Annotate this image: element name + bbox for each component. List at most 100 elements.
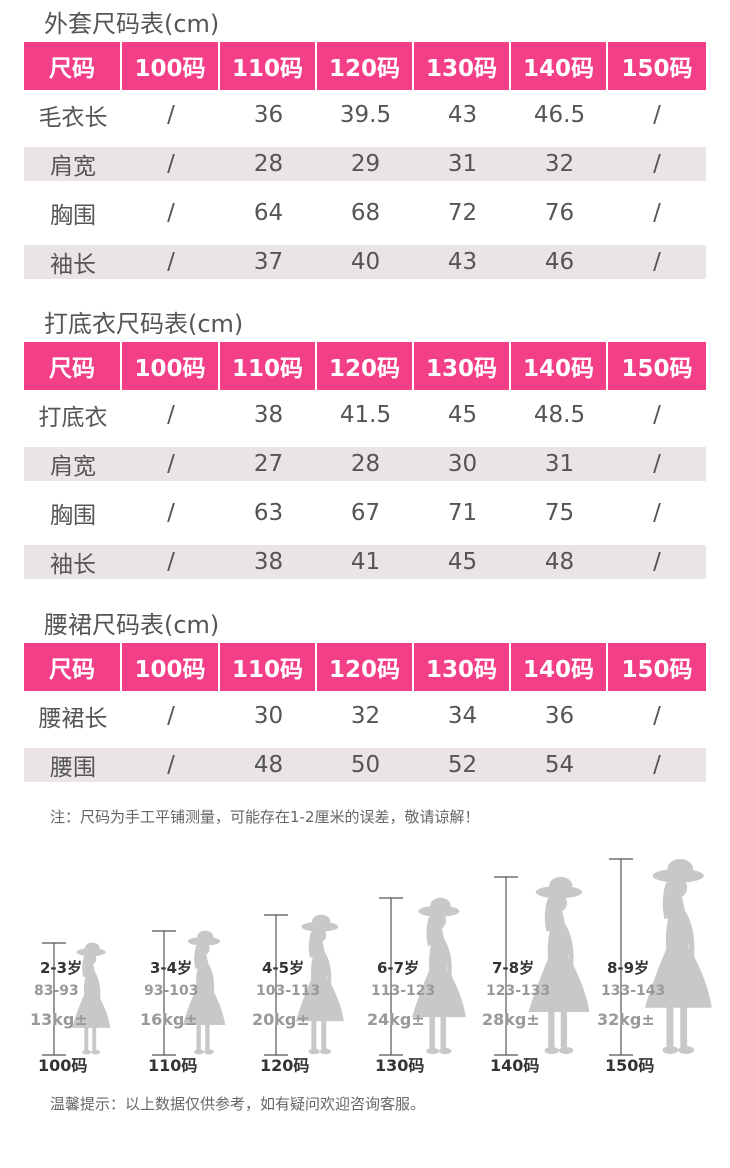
table-cell: 毛衣长: [38, 104, 108, 131]
header-cell: 130码: [414, 42, 511, 90]
header-cell: 尺码: [24, 342, 122, 390]
table-row: 肩宽 / 28 29 31 32 /: [24, 139, 706, 188]
table-cell: 45: [414, 544, 511, 579]
table-cell: 肩宽: [24, 446, 122, 481]
age-label: 4-5岁: [262, 959, 305, 977]
size-label: 150码: [605, 1056, 655, 1075]
height-range-label: 103-113: [256, 983, 321, 999]
girl-silhouette-icon: [528, 876, 590, 1055]
table-cell: 肩宽: [24, 146, 122, 181]
table-cell: 腰围: [24, 747, 122, 782]
size-label: 110码: [148, 1056, 198, 1075]
table-cell: 31: [414, 146, 511, 181]
table-cell: 46.5: [533, 101, 586, 128]
table-cell: /: [608, 244, 706, 279]
table-cell: /: [167, 499, 175, 526]
table-cell: 胸围: [50, 202, 96, 229]
table-cell: /: [167, 199, 175, 226]
table-cell: 41.5: [339, 401, 392, 428]
girl-silhouette-icon: [71, 942, 111, 1055]
table-row: 袖长 / 38 41 45 48 /: [24, 537, 706, 586]
table-cell: 71: [447, 499, 478, 526]
height-ruler: [609, 858, 712, 1056]
table-cell: 76: [544, 199, 575, 226]
girl-silhouette-icon: [182, 930, 226, 1055]
header-cell: 140码: [511, 42, 608, 90]
table-cell: /: [122, 544, 220, 579]
table-cell: 袖长: [24, 544, 122, 579]
age-label: 6-7岁: [377, 959, 420, 977]
age-label: 7-8岁: [492, 959, 535, 977]
table-cell: 37: [220, 244, 317, 279]
table-cell: 67: [350, 499, 381, 526]
table-cell: 40: [317, 244, 414, 279]
table-cell: /: [122, 244, 220, 279]
table-cell: 38: [253, 401, 284, 428]
height-ruler: [42, 942, 111, 1056]
table-row: 胸围 / 63 67 71 75 /: [24, 488, 706, 537]
table-cell: 68: [350, 199, 381, 226]
skirt-size-table: 尺码 100码 110码 120码 130码 140码 150码 腰裙长 / 3…: [24, 643, 706, 789]
table-cell: 46: [511, 244, 608, 279]
table-cell: /: [608, 146, 706, 181]
table-cell: 48.5: [533, 401, 586, 428]
table-cell: 45: [447, 401, 478, 428]
table-cell: /: [608, 544, 706, 579]
table-cell: /: [122, 146, 220, 181]
header-cell: 110码: [220, 643, 317, 691]
table-cell: /: [608, 446, 706, 481]
table-row: 肩宽 / 27 28 30 31 /: [24, 439, 706, 488]
header-cell: 150码: [621, 356, 693, 382]
size-label: 100码: [38, 1056, 88, 1075]
table-row: 毛衣长 / 36 39.5 43 46.5 /: [24, 90, 706, 139]
tip-text: 温馨提示：以上数据仅供参考，如有疑问欢迎咨询客服。: [50, 1095, 426, 1113]
header-cell: 150码: [621, 56, 693, 82]
table-cell: 28: [220, 146, 317, 181]
size-label: 130码: [375, 1056, 425, 1075]
age-label: 3-4岁: [150, 959, 193, 977]
table-cell: 袖长: [24, 244, 122, 279]
weight-label: 28kg±: [482, 1010, 540, 1029]
weight-label: 32kg±: [597, 1010, 655, 1029]
header-cell: 120码: [317, 42, 414, 90]
table-row: 打底衣 / 38 41.5 45 48.5 /: [24, 390, 706, 439]
table-cell: /: [653, 499, 661, 526]
coat-size-table-title: 外套尺码表(cm): [44, 10, 220, 38]
table-cell: 63: [253, 499, 284, 526]
header-cell: 110码: [220, 42, 317, 90]
table-cell: /: [653, 199, 661, 226]
age-label: 8-9岁: [607, 959, 650, 977]
table-cell: 30: [253, 702, 284, 729]
skirt-size-table-title: 腰裙尺码表(cm): [44, 611, 220, 639]
table-cell: /: [653, 702, 661, 729]
table-header: 尺码 100码 110码 120码 130码 140码 150码: [24, 643, 706, 691]
header-cell: 120码: [317, 643, 414, 691]
table-cell: 48: [220, 747, 317, 782]
table-cell: 打底衣: [38, 404, 108, 431]
table-cell: 28: [317, 446, 414, 481]
table-cell: /: [653, 101, 661, 128]
coat-size-table: 尺码 100码 110码 120码 130码 140码 150码 毛衣长 / 3…: [24, 42, 706, 286]
header-cell: 尺码: [24, 42, 122, 90]
table-header: 尺码 100码 110码 120码 130码 140码 150码: [24, 342, 706, 390]
table-cell: 64: [253, 199, 284, 226]
table-cell: 38: [220, 544, 317, 579]
table-cell: /: [608, 747, 706, 782]
table-cell: /: [653, 401, 661, 428]
table-cell: 27: [220, 446, 317, 481]
header-cell: 尺码: [24, 643, 122, 691]
table-cell: 50: [317, 747, 414, 782]
header-cell: 140码: [511, 643, 608, 691]
header-cell: 140码: [511, 342, 608, 390]
table-cell: 29: [317, 146, 414, 181]
height-ruler: [264, 914, 344, 1056]
height-range-label: 123-133: [486, 983, 551, 999]
header-cell: 100码: [122, 342, 220, 390]
table-cell: 30: [414, 446, 511, 481]
table-cell: /: [122, 446, 220, 481]
size-label: 120码: [260, 1056, 310, 1075]
weight-label: 13kg±: [30, 1010, 88, 1029]
girl-silhouette-icon: [644, 858, 712, 1055]
table-row: 腰围 / 48 50 52 54 /: [24, 740, 706, 789]
table-cell: 52: [414, 747, 511, 782]
